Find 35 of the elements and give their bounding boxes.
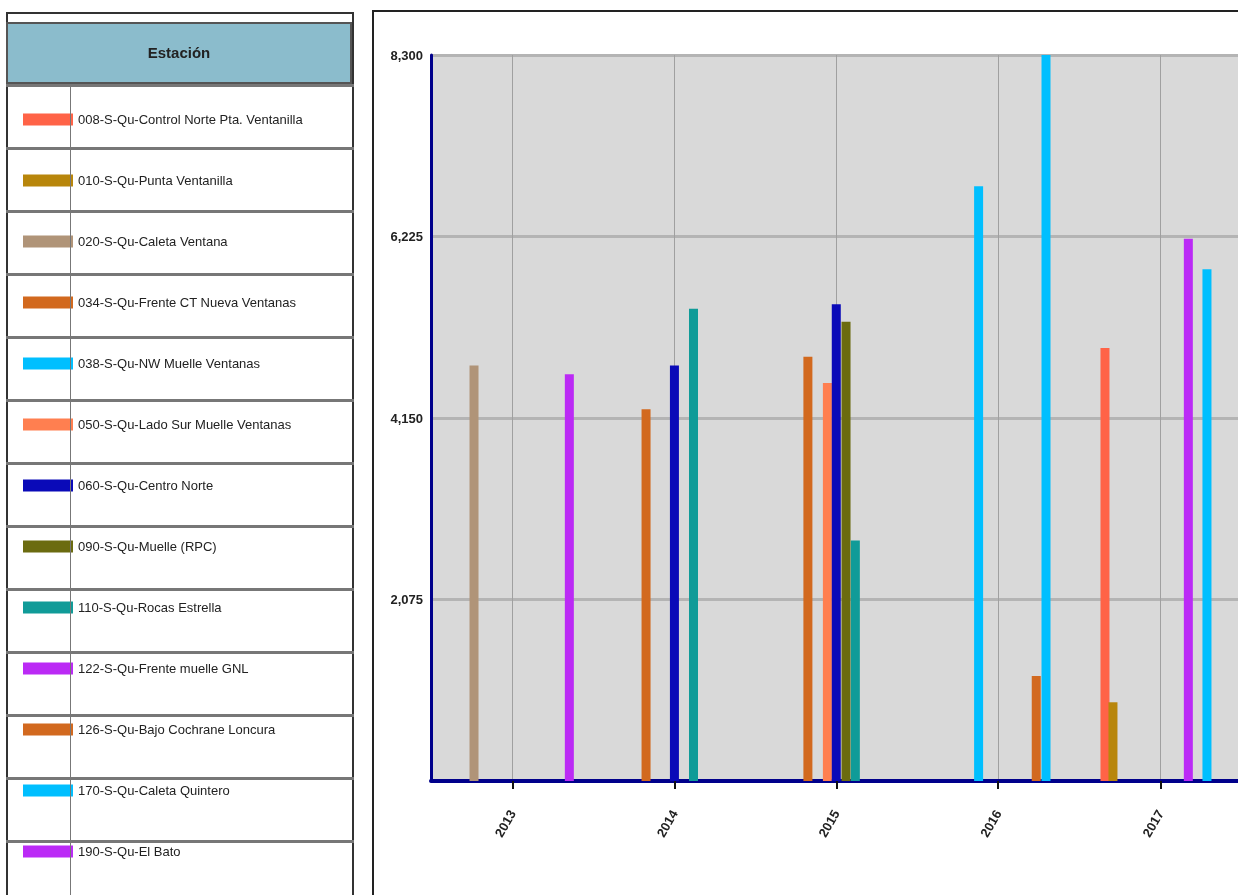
bar — [831, 304, 841, 781]
y-tick-label: 8,300 — [390, 47, 423, 63]
bar — [641, 409, 651, 781]
legend-label: 090-S-Qu-Muelle (RPC) — [78, 539, 217, 554]
bar — [1100, 348, 1110, 781]
bar — [822, 383, 832, 781]
bar — [1108, 702, 1118, 781]
bar — [974, 186, 984, 781]
bar — [1202, 269, 1212, 781]
legend-title: Estación — [6, 22, 352, 84]
legend-label: 060-S-Qu-Centro Norte — [78, 478, 214, 493]
bar — [669, 365, 679, 781]
legend-label: 126-S-Qu-Bajo Cochrane Loncura — [78, 722, 277, 737]
bar — [689, 308, 698, 781]
legend-label: 010-S-Qu-Punta Ventanilla — [78, 173, 234, 188]
legend-label: 020-S-Qu-Caleta Ventana — [78, 234, 229, 249]
legend-label: 008-S-Qu-Control Norte Pta. Ventanilla — [78, 112, 304, 127]
bar — [564, 374, 574, 781]
bar — [1041, 55, 1051, 781]
legend-label: 050-S-Qu-Lado Sur Muelle Ventanas — [78, 417, 292, 432]
bar — [850, 540, 860, 781]
bar — [841, 321, 851, 781]
legend-label: 170-S-Qu-Caleta Quintero — [78, 783, 230, 798]
bar — [469, 365, 479, 781]
y-tick-label: 2,075 — [390, 592, 423, 607]
legend-label: 110-S-Qu-Rocas Estrella — [78, 600, 223, 615]
bar — [1031, 676, 1041, 781]
legend-label: 190-S-Qu-El Bato — [78, 844, 181, 859]
y-tick-label: 6,225 — [390, 229, 423, 244]
y-tick-label: 4,150 — [390, 410, 423, 426]
bar — [803, 356, 813, 781]
bar — [1183, 238, 1193, 781]
legend-label: 122-S-Qu-Frente muelle GNL — [78, 661, 249, 676]
legend-label: 038-S-Qu-NW Muelle Ventanas — [78, 356, 261, 371]
legend-label: 034-S-Qu-Frente CT Nueva Ventanas — [78, 295, 297, 310]
